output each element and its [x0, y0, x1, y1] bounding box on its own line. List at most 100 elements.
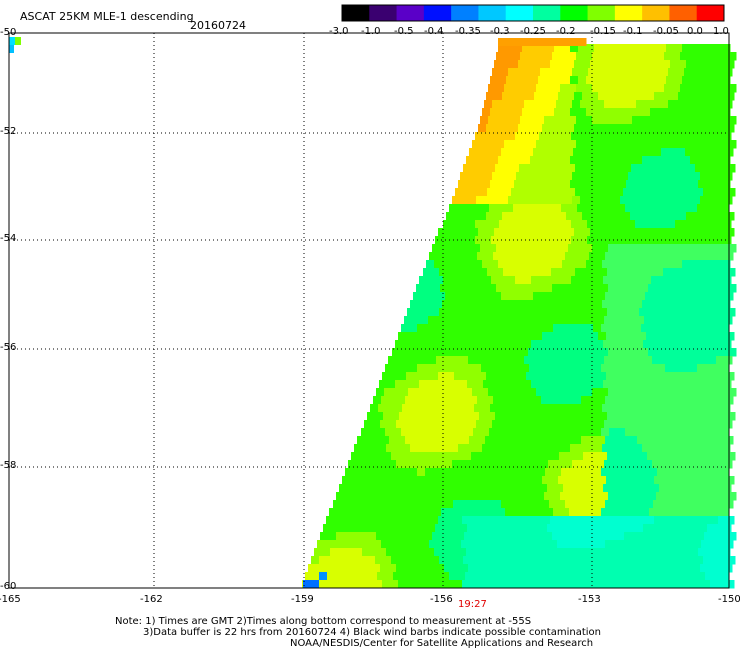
- data-cell: [700, 460, 709, 469]
- data-cell: [577, 204, 586, 213]
- data-cell: [624, 244, 633, 253]
- data-cell: [572, 100, 581, 109]
- data-cell: [622, 332, 631, 341]
- data-cell: [694, 92, 703, 101]
- data-cell: [646, 124, 655, 133]
- data-cell: [721, 508, 730, 517]
- data-cell: [670, 212, 679, 221]
- data-cell: [654, 476, 663, 485]
- data-cell: [420, 316, 429, 325]
- data-cell: [696, 492, 705, 501]
- data-cell: [388, 356, 397, 365]
- data-cell: [706, 444, 715, 453]
- data-cell: [523, 340, 532, 349]
- data-cell: [411, 380, 420, 389]
- data-cell: [570, 38, 579, 46]
- data-cell: [449, 468, 458, 477]
- data-cell: [702, 60, 711, 69]
- data-cell: [420, 564, 429, 573]
- data-cell: [641, 428, 650, 437]
- data-cell: [536, 388, 545, 397]
- data-cell: [424, 284, 433, 293]
- data-cell: [467, 340, 476, 349]
- data-cell: [415, 308, 424, 317]
- data-cell: [413, 436, 422, 445]
- data-cell: [478, 124, 487, 133]
- data-cell: [706, 548, 715, 557]
- data-cell: [638, 228, 647, 237]
- data-cell: [400, 348, 409, 357]
- data-cell: [527, 412, 536, 421]
- data-cell: [669, 148, 678, 157]
- data-cell: [584, 140, 593, 149]
- data-cell: [514, 38, 523, 46]
- data-cell: [433, 324, 442, 333]
- data-cell: [432, 244, 441, 253]
- colorbar-label-2: -0.5: [394, 26, 414, 37]
- data-cell: [546, 156, 555, 165]
- data-cell: [498, 108, 507, 117]
- data-cell: [418, 548, 427, 557]
- data-cell: [463, 556, 472, 565]
- data-cell: [581, 252, 590, 261]
- colorbar-label-4: -0.35: [455, 26, 481, 37]
- data-cell: [574, 212, 583, 221]
- data-cell: [542, 228, 551, 237]
- data-cell: [466, 156, 475, 165]
- data-cell: [380, 420, 389, 429]
- data-cell: [687, 452, 696, 461]
- data-cell: [603, 380, 612, 389]
- data-cell: [370, 444, 379, 453]
- data-cell: [412, 460, 421, 469]
- lat-label-58: -58: [0, 460, 17, 471]
- data-cell: [413, 396, 422, 405]
- data-cell: [475, 276, 484, 285]
- data-cell: [442, 444, 451, 453]
- data-cell: [556, 564, 565, 573]
- data-cell: [534, 212, 543, 221]
- data-cell: [431, 452, 440, 461]
- data-cell: [547, 236, 556, 245]
- data-cell: [385, 508, 394, 517]
- data-cell: [601, 572, 610, 581]
- data-cell: [552, 244, 561, 253]
- data-cell: [467, 524, 476, 533]
- data-cell: [470, 332, 479, 341]
- data-cell: [418, 444, 427, 453]
- data-cell: [603, 236, 612, 245]
- data-cell: [513, 324, 522, 333]
- data-cell: [577, 508, 586, 517]
- colorbar-swatch: [614, 5, 643, 21]
- data-cell: [522, 108, 531, 117]
- data-cell: [453, 252, 462, 261]
- data-cell: [628, 564, 637, 573]
- data-cell: [308, 564, 317, 573]
- data-cell: [713, 364, 722, 373]
- data-cell: [433, 468, 442, 477]
- data-cell: [511, 308, 520, 317]
- data-cell: [591, 164, 600, 173]
- data-cell: [594, 108, 603, 117]
- data-cell: [662, 60, 671, 69]
- data-cell: [631, 412, 640, 421]
- data-cell: [546, 444, 555, 453]
- data-cell: [617, 364, 626, 373]
- data-cell: [571, 236, 580, 245]
- data-cell: [498, 300, 507, 309]
- data-cell: [639, 268, 648, 277]
- data-cell: [626, 548, 635, 557]
- data-cell: [619, 220, 628, 229]
- data-cell: [674, 444, 683, 453]
- data-cell: [726, 332, 735, 341]
- data-cell: [493, 500, 502, 509]
- data-cell: [576, 492, 585, 501]
- data-cell: [649, 204, 658, 213]
- data-cell: [702, 580, 711, 589]
- data-cell: [464, 348, 473, 357]
- data-cell: [727, 556, 736, 565]
- data-cell: [709, 396, 718, 405]
- data-cell: [479, 164, 488, 173]
- data-cell: [621, 436, 630, 445]
- data-cell: [477, 436, 486, 445]
- data-cell: [660, 100, 669, 109]
